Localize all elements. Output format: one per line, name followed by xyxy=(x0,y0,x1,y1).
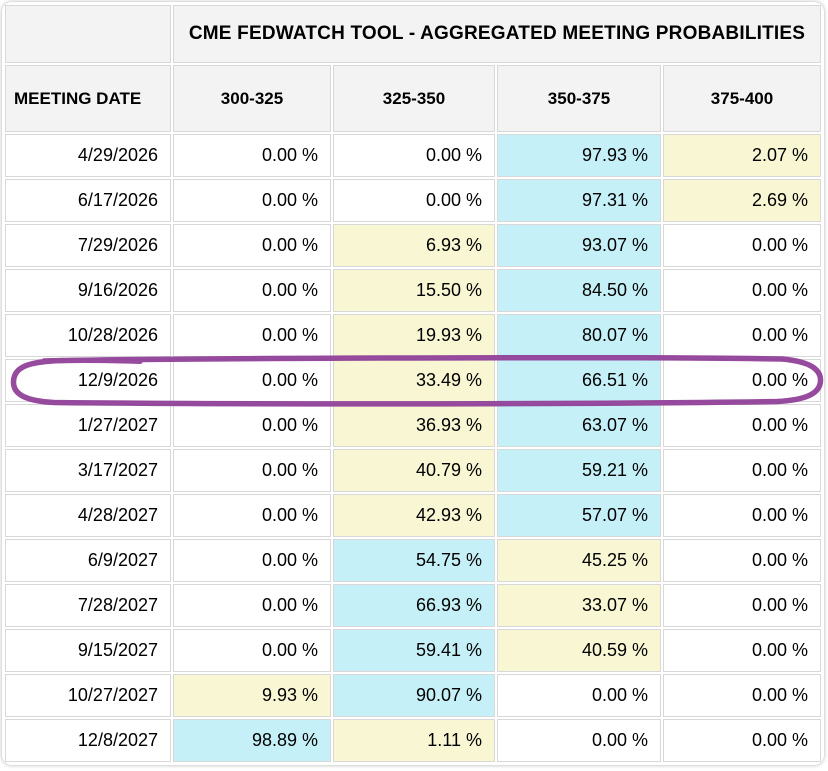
table-row: 10/28/2026 0.00 % 19.93 % 80.07 % 0.00 % xyxy=(5,314,821,357)
meeting-date-cell: 9/16/2026 xyxy=(5,269,171,312)
table-row: 12/9/2026 0.00 % 33.49 % 66.51 % 0.00 % xyxy=(5,359,821,402)
probability-cell: 93.07 % xyxy=(497,224,661,267)
probability-cell: 0.00 % xyxy=(497,719,661,762)
probability-cell: 45.25 % xyxy=(497,539,661,582)
fedwatch-probabilities-table: CME FEDWATCH TOOL - AGGREGATED MEETING P… xyxy=(3,3,823,764)
corner-cell xyxy=(5,5,171,63)
table-row: 9/15/2027 0.00 % 59.41 % 40.59 % 0.00 % xyxy=(5,629,821,672)
probability-cell: 0.00 % xyxy=(173,359,331,402)
probability-cell: 0.00 % xyxy=(663,314,821,357)
probability-cell: 97.93 % xyxy=(497,134,661,177)
probability-cell: 0.00 % xyxy=(663,494,821,537)
meeting-date-cell: 4/29/2026 xyxy=(5,134,171,177)
probability-cell: 63.07 % xyxy=(497,404,661,447)
column-header-375-400: 375-400 xyxy=(663,65,821,132)
probability-cell: 19.93 % xyxy=(333,314,495,357)
probability-cell: 98.89 % xyxy=(173,719,331,762)
probability-cell: 0.00 % xyxy=(663,404,821,447)
probability-cell: 33.49 % xyxy=(333,359,495,402)
probability-cell: 80.07 % xyxy=(497,314,661,357)
probability-cell: 0.00 % xyxy=(663,269,821,312)
probability-cell: 57.07 % xyxy=(497,494,661,537)
column-header-300-325: 300-325 xyxy=(173,65,331,132)
column-header-350-375: 350-375 xyxy=(497,65,661,132)
probability-cell: 1.11 % xyxy=(333,719,495,762)
meeting-date-cell: 6/9/2027 xyxy=(5,539,171,582)
table-row: 6/17/2026 0.00 % 0.00 % 97.31 % 2.69 % xyxy=(5,179,821,222)
probability-cell: 0.00 % xyxy=(173,404,331,447)
meeting-date-cell: 10/28/2026 xyxy=(5,314,171,357)
probability-cell: 0.00 % xyxy=(173,449,331,492)
probability-cell: 6.93 % xyxy=(333,224,495,267)
table-row: 4/29/2026 0.00 % 0.00 % 97.93 % 2.07 % xyxy=(5,134,821,177)
probability-cell: 59.21 % xyxy=(497,449,661,492)
probability-table-body: CME FEDWATCH TOOL - AGGREGATED MEETING P… xyxy=(5,5,821,762)
meeting-date-cell: 10/27/2027 xyxy=(5,674,171,717)
probability-cell: 0.00 % xyxy=(173,224,331,267)
probability-cell: 36.93 % xyxy=(333,404,495,447)
meeting-date-cell: 4/28/2027 xyxy=(5,494,171,537)
probability-cell: 0.00 % xyxy=(663,224,821,267)
probability-cell: 0.00 % xyxy=(333,134,495,177)
meeting-date-cell: 1/27/2027 xyxy=(5,404,171,447)
probability-cell: 0.00 % xyxy=(173,494,331,537)
probability-cell: 0.00 % xyxy=(173,134,331,177)
column-header-meeting-date: MEETING DATE xyxy=(5,65,171,132)
probability-cell: 90.07 % xyxy=(333,674,495,717)
probability-cell: 66.93 % xyxy=(333,584,495,627)
probability-cell: 2.07 % xyxy=(663,134,821,177)
title-row: CME FEDWATCH TOOL - AGGREGATED MEETING P… xyxy=(5,5,821,63)
meeting-date-cell: 6/17/2026 xyxy=(5,179,171,222)
meeting-date-cell: 3/17/2027 xyxy=(5,449,171,492)
probability-cell: 0.00 % xyxy=(663,629,821,672)
table-title: CME FEDWATCH TOOL - AGGREGATED MEETING P… xyxy=(173,5,821,63)
probability-cell: 15.50 % xyxy=(333,269,495,312)
probability-cell: 0.00 % xyxy=(497,674,661,717)
probability-cell: 0.00 % xyxy=(663,674,821,717)
probability-cell: 42.93 % xyxy=(333,494,495,537)
probability-cell: 59.41 % xyxy=(333,629,495,672)
probability-cell: 0.00 % xyxy=(663,539,821,582)
column-header-325-350: 325-350 xyxy=(333,65,495,132)
meeting-date-cell: 7/28/2027 xyxy=(5,584,171,627)
table-row: 7/28/2027 0.00 % 66.93 % 33.07 % 0.00 % xyxy=(5,584,821,627)
probability-cell: 0.00 % xyxy=(173,584,331,627)
probability-cell: 0.00 % xyxy=(663,584,821,627)
probability-cell: 0.00 % xyxy=(173,629,331,672)
meeting-date-cell: 7/29/2026 xyxy=(5,224,171,267)
meeting-date-cell: 12/8/2027 xyxy=(5,719,171,762)
probability-cell: 33.07 % xyxy=(497,584,661,627)
probability-cell: 0.00 % xyxy=(663,719,821,762)
table-row: 7/29/2026 0.00 % 6.93 % 93.07 % 0.00 % xyxy=(5,224,821,267)
column-header-row: MEETING DATE 300-325 325-350 350-375 375… xyxy=(5,65,821,132)
probability-cell: 66.51 % xyxy=(497,359,661,402)
table-row: 1/27/2027 0.00 % 36.93 % 63.07 % 0.00 % xyxy=(5,404,821,447)
probability-cell: 0.00 % xyxy=(173,539,331,582)
probability-cell: 0.00 % xyxy=(173,269,331,312)
table-row: 3/17/2027 0.00 % 40.79 % 59.21 % 0.00 % xyxy=(5,449,821,492)
probability-cell: 2.69 % xyxy=(663,179,821,222)
probability-cell: 40.79 % xyxy=(333,449,495,492)
table-row: 9/16/2026 0.00 % 15.50 % 84.50 % 0.00 % xyxy=(5,269,821,312)
probability-cell: 97.31 % xyxy=(497,179,661,222)
table-row: 12/8/2027 98.89 % 1.11 % 0.00 % 0.00 % xyxy=(5,719,821,762)
table-row: 6/9/2027 0.00 % 54.75 % 45.25 % 0.00 % xyxy=(5,539,821,582)
probability-cell: 84.50 % xyxy=(497,269,661,312)
probability-cell: 0.00 % xyxy=(173,179,331,222)
meeting-date-cell: 12/9/2026 xyxy=(5,359,171,402)
meeting-date-cell: 9/15/2027 xyxy=(5,629,171,672)
probability-cell: 40.59 % xyxy=(497,629,661,672)
probability-cell: 0.00 % xyxy=(333,179,495,222)
probability-cell: 54.75 % xyxy=(333,539,495,582)
table-row: 4/28/2027 0.00 % 42.93 % 57.07 % 0.00 % xyxy=(5,494,821,537)
probability-cell: 0.00 % xyxy=(173,314,331,357)
probability-cell: 0.00 % xyxy=(663,449,821,492)
table-row: 10/27/2027 9.93 % 90.07 % 0.00 % 0.00 % xyxy=(5,674,821,717)
probability-cell: 9.93 % xyxy=(173,674,331,717)
probability-cell: 0.00 % xyxy=(663,359,821,402)
